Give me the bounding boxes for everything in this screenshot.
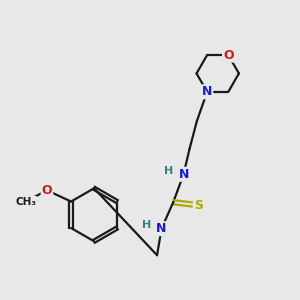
- Text: N: N: [202, 85, 212, 98]
- Text: H: H: [164, 166, 173, 176]
- Text: O: O: [223, 49, 234, 62]
- Text: O: O: [42, 184, 52, 197]
- Text: CH₃: CH₃: [15, 196, 36, 206]
- Text: H: H: [142, 220, 151, 230]
- Text: N: N: [178, 168, 189, 181]
- Text: N: N: [156, 222, 167, 235]
- Text: S: S: [194, 199, 203, 212]
